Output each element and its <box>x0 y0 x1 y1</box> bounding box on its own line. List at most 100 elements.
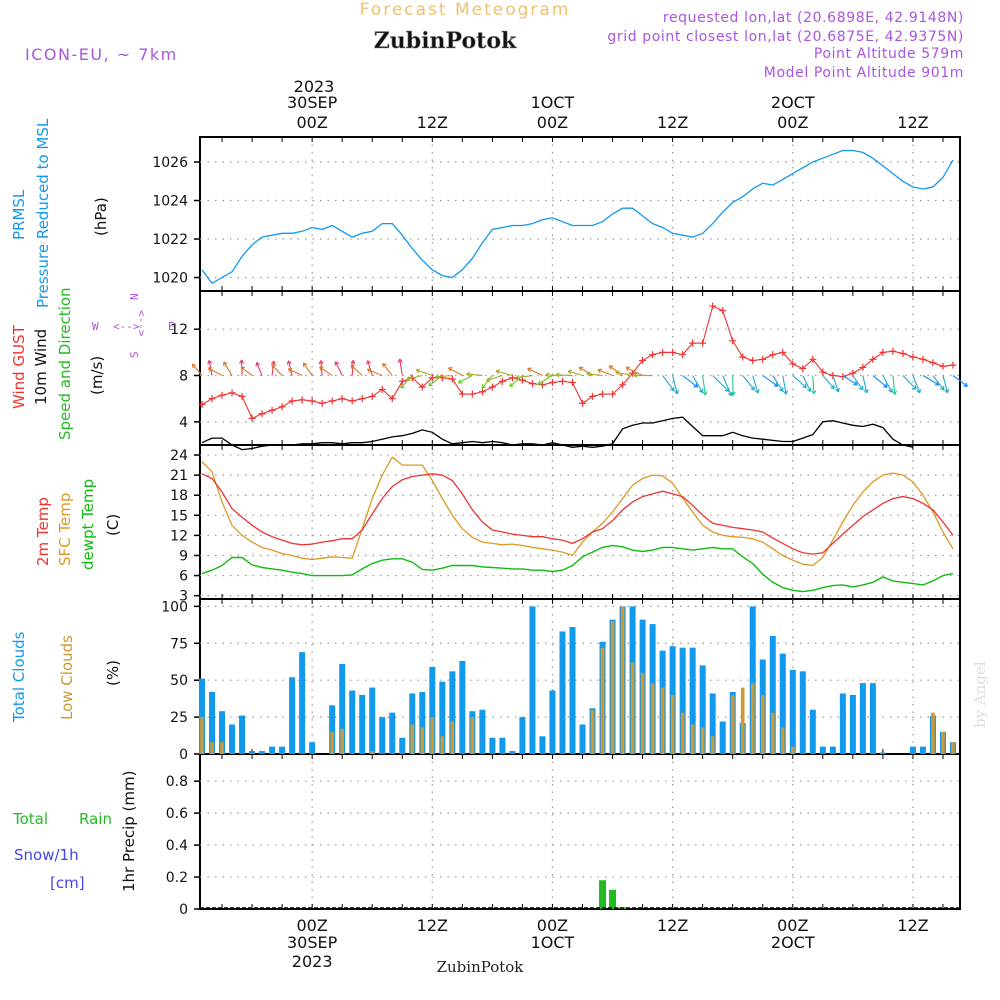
wind-arrow-head <box>853 381 858 386</box>
gust-marker <box>889 347 897 355</box>
prmsl-label: PRMSL <box>10 189 28 240</box>
low-cloud-bar <box>941 731 945 754</box>
gust-marker <box>689 339 697 347</box>
gust-marker <box>198 400 206 408</box>
total-cloud-bar <box>299 652 306 754</box>
wind-arrow-head <box>892 390 898 395</box>
compass-west: W <box>92 320 99 333</box>
wind-arrow <box>586 373 603 377</box>
total-clouds-label: Total Clouds <box>10 631 28 723</box>
gust-marker <box>268 406 276 414</box>
wind-arrow-head <box>940 385 945 391</box>
gust-marker <box>388 395 396 403</box>
wind-arrow <box>692 375 703 393</box>
gust-marker <box>418 383 426 391</box>
wind-arrow-head <box>319 366 324 371</box>
wind-arrow-head <box>239 359 245 364</box>
wind-arrow-head <box>466 371 471 377</box>
total-cloud-bar <box>869 683 876 754</box>
low-cloud-bar <box>220 742 224 754</box>
gust-marker <box>358 395 366 403</box>
wind-arrow-head <box>382 362 387 368</box>
wind-arrow <box>435 374 453 378</box>
wind-arrow-head <box>545 372 550 378</box>
gust-marker <box>909 353 917 361</box>
low-cloud-bar <box>790 746 795 754</box>
wind-arrow-head <box>916 388 921 394</box>
total-cloud-bar <box>339 663 346 754</box>
gust-marker <box>789 360 797 368</box>
gust-marker <box>699 339 707 347</box>
gust-marker <box>659 348 667 356</box>
y-tick-label: 50 <box>170 673 188 689</box>
low-cloud-bar <box>420 727 425 754</box>
y-tick-label: 0.8 <box>166 774 188 790</box>
top-hour-label: 12Z <box>417 113 448 132</box>
wind-arrow <box>428 375 443 387</box>
credit: by Angel <box>971 661 989 728</box>
requested-point: requested lon,lat (20.6898E, 42.9148N) <box>663 10 964 26</box>
sfc-temp-line <box>201 456 954 567</box>
y-tick-label: 6 <box>179 569 188 585</box>
gust-marker <box>458 390 466 398</box>
total-cloud-bar <box>839 693 846 754</box>
gust-marker <box>468 390 476 398</box>
wind-arrow-head <box>912 385 917 390</box>
wind-arrow-head <box>963 382 968 387</box>
gust-marker <box>448 375 456 383</box>
total-cloud-bar <box>349 690 356 754</box>
wind-arrow <box>406 374 423 381</box>
compass-east: E <box>168 320 175 333</box>
bottom-hour-label: 12Z <box>897 916 928 935</box>
compass-north: N <box>128 293 141 300</box>
low-cloud-bar <box>931 712 935 754</box>
footer-station: ZubinPotok <box>437 958 525 976</box>
gust-marker <box>548 378 556 386</box>
gust-marker <box>729 337 737 345</box>
wind-arrow <box>882 375 893 393</box>
wind-arrow-head <box>830 384 835 390</box>
total-cloud-bar <box>779 653 786 754</box>
gust-marker <box>859 363 867 371</box>
total-cloud-bar <box>499 737 506 754</box>
wind-arrow-head <box>448 367 453 372</box>
gust-marker <box>248 414 256 422</box>
wind-arrow <box>537 375 553 385</box>
top-date-label: 30SEP <box>287 93 338 112</box>
bottom-hour-label: 00Z <box>777 916 808 935</box>
wind-arrow <box>458 375 473 384</box>
wind-arrow-head <box>287 367 293 373</box>
gust-marker <box>328 397 336 405</box>
gust-marker <box>709 302 717 310</box>
gust-label: Wind GUST <box>10 324 28 409</box>
rain-bar <box>609 889 617 909</box>
y-tick-label: 0.6 <box>166 806 188 822</box>
wind-arrow-head <box>858 385 864 391</box>
gust-marker <box>639 356 647 364</box>
wind-arrow-head <box>255 361 261 367</box>
low-cloud-bar <box>330 731 334 754</box>
station-title: ZubinPotok <box>374 28 517 54</box>
gust-marker <box>919 355 927 363</box>
total-cloud-bar <box>409 693 416 754</box>
gust-marker <box>799 365 807 373</box>
panel-precip: 0 0.2 0.4 0.6 0.8 <box>166 753 961 918</box>
wind-arrow-head <box>779 387 784 392</box>
total-cloud-bar <box>389 712 396 754</box>
wind-arrow-head <box>670 386 675 392</box>
top-title: Forecast Meteogram <box>360 0 571 20</box>
wind-arrow <box>832 375 840 392</box>
total-cloud-bar <box>559 631 566 754</box>
wind-arrow-head <box>366 368 372 373</box>
y-tick-label: 3 <box>179 589 188 605</box>
wind-arrow <box>486 375 503 382</box>
total-cloud-bar <box>569 627 576 754</box>
wind-arrow-head <box>802 383 807 389</box>
total-cloud-bar <box>209 692 216 754</box>
total-cloud-bar <box>799 671 806 754</box>
wind-arrow <box>303 362 313 376</box>
panel-frame <box>199 136 961 292</box>
low-cloud-bar <box>470 717 475 754</box>
gust-marker <box>819 368 827 376</box>
